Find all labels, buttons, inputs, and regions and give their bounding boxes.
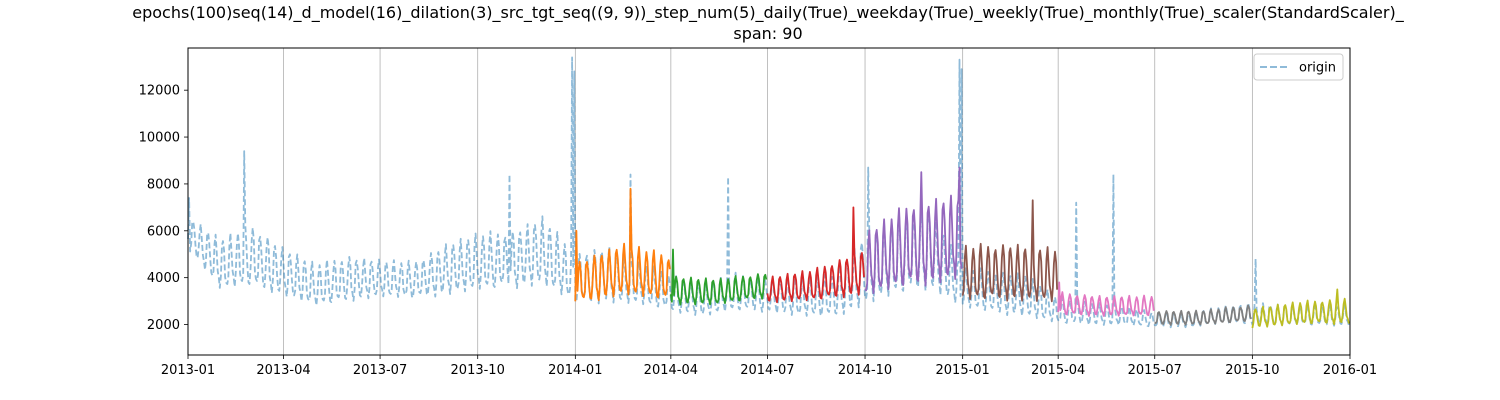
forecast-segment-2 [669,248,768,306]
forecast-segment-4 [864,166,963,295]
legend: origin [1253,53,1344,81]
x-tick-label: 2014-10 [838,363,892,378]
forecast-segment-6 [1057,281,1155,317]
forecast-segment-7 [1154,304,1253,326]
series-origin-line [187,56,1350,329]
y-tick-label: 12000 [139,84,180,99]
x-tick-label: 2015-07 [1128,363,1182,378]
y-tick-label: 2000 [147,318,180,333]
x-tick-label: 2013-07 [353,363,407,378]
chart-title: epochs(100)seq(14)_d_model(16)_dilation(… [132,3,1404,22]
forecast-segment-1 [574,187,671,302]
y-tick-label: 8000 [147,177,180,192]
axes: 2013-01 2013-04 2013-07 2013-10 2014-01 2014-… [139,84,1378,378]
legend-label-origin: origin [1299,61,1336,76]
x-tick-label: 2013-04 [256,363,310,378]
forecast-segment-8 [1251,288,1350,329]
x-tick-label: 2013-01 [161,363,215,378]
x-tick-label: 2015-01 [936,363,990,378]
chart-subtitle: span: 90 [733,24,803,43]
x-tick-label: 2015-04 [1031,363,1085,378]
series-layer [187,56,1350,329]
plot-frame [187,47,1351,356]
x-tick-label: 2014-07 [740,363,794,378]
forecast-segment-3 [766,206,865,304]
x-tick-label: 2016-01 [1323,363,1377,378]
y-tick-label: 6000 [147,224,180,239]
x-tick-label: 2014-04 [644,363,698,378]
x-tick-label: 2015-10 [1225,363,1279,378]
y-tick-label: 4000 [147,271,180,286]
x-tick-label: 2014-01 [548,363,602,378]
y-tick-label: 10000 [139,131,180,146]
forecast-segment-5 [961,199,1058,303]
x-tick-label: 2013-10 [451,363,505,378]
